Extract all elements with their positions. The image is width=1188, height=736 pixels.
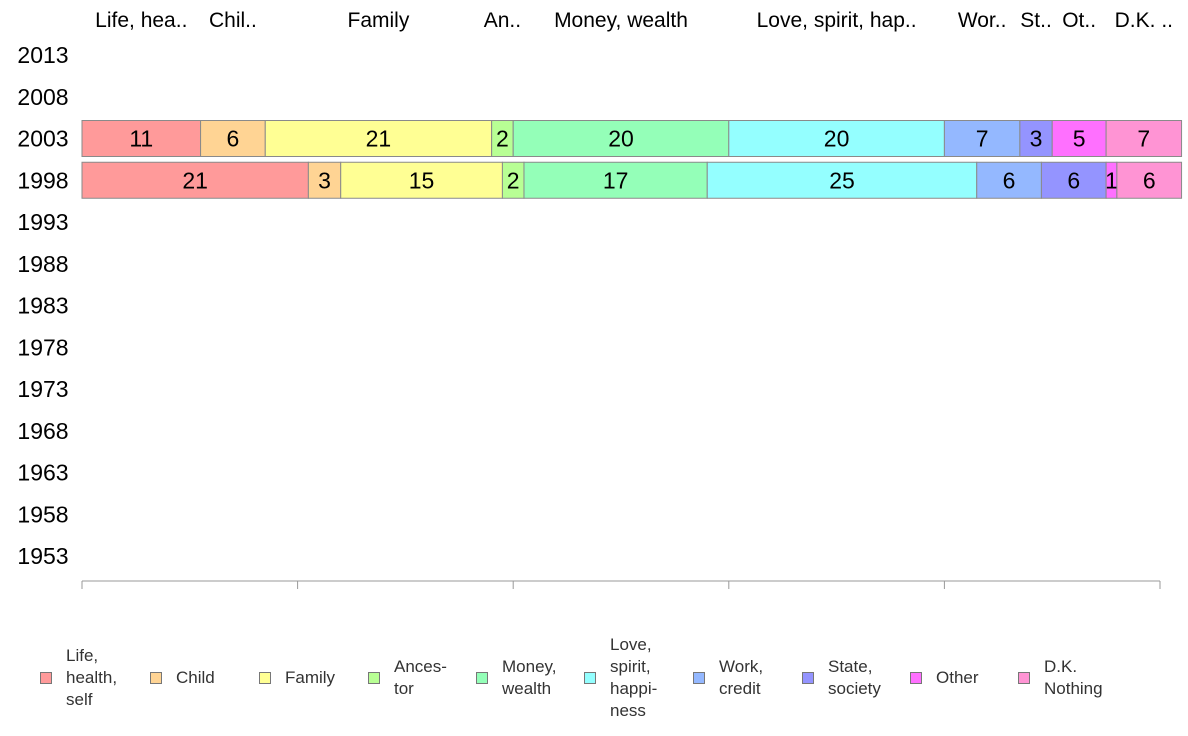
legend-item: Life, health, self	[40, 628, 117, 728]
data-label: 3	[1030, 126, 1043, 152]
y-tick-label: 1968	[17, 418, 68, 444]
y-tick-label: 1998	[17, 167, 68, 193]
top-category-label: Chil..	[209, 9, 257, 32]
data-label: 25	[829, 167, 855, 193]
top-category-label: An..	[484, 9, 521, 32]
y-tick-label: 1983	[17, 293, 68, 319]
data-label: 3	[318, 167, 331, 193]
bar-segment	[81, 161, 309, 199]
legend-item: D.K. Nothing	[1018, 628, 1103, 728]
data-label: 7	[976, 126, 989, 152]
bar-segment	[81, 120, 202, 157]
data-label: 6	[1067, 167, 1080, 193]
top-category-label: Life, hea..	[95, 9, 187, 32]
data-label: 21	[366, 126, 392, 152]
data-label: 20	[608, 126, 634, 152]
legend-label: Work, credit	[719, 657, 764, 698]
data-label: 2	[496, 126, 509, 152]
y-tick-label: 2003	[17, 126, 68, 152]
bar-segment	[512, 120, 730, 157]
bar-segment	[200, 120, 266, 157]
data-label: 2	[507, 167, 520, 193]
legend-label: Love, spirit, happi- ness	[610, 635, 658, 720]
bar-segment	[728, 120, 945, 157]
data-label: 5	[1073, 126, 1086, 152]
data-label: 15	[409, 167, 435, 193]
y-tick-label: 2013	[17, 42, 68, 68]
x-tick-label: 80	[934, 598, 954, 600]
legend-swatch	[476, 672, 488, 684]
bar-segment	[307, 161, 342, 199]
bar-segment	[340, 161, 503, 199]
chart-svg: Life, hea.. Chil.. Family An.. Money, wealth…	[17, 9, 1183, 618]
bar-segment	[706, 161, 978, 199]
x-tick-label: 0	[77, 598, 87, 600]
legend-label: Life, health, self	[66, 646, 118, 709]
bar-segment	[523, 161, 708, 199]
data-label: 7	[1137, 126, 1150, 152]
legend-item: Child	[150, 628, 215, 728]
legend-label: D.K. Nothing	[1044, 657, 1103, 698]
legend-swatch	[693, 672, 705, 684]
legend-swatch	[150, 672, 162, 684]
bar-segment	[1051, 120, 1107, 157]
x-tick-label: 100	[1145, 598, 1175, 600]
x-tick-label: 40	[503, 598, 523, 600]
y-tick-label: 1958	[17, 501, 68, 527]
data-label: 21	[182, 167, 208, 193]
x-tick-label: 20	[288, 598, 308, 600]
legend-label: Family	[285, 668, 336, 687]
data-label: 6	[1143, 167, 1156, 193]
y-tick-label: 1953	[17, 543, 68, 569]
data-label: 17	[603, 167, 629, 193]
legend-label: Child	[176, 668, 215, 687]
legend-label: Other	[936, 668, 979, 687]
bar-segment	[1116, 161, 1183, 199]
top-category-label: D.K. ..	[1115, 9, 1173, 32]
top-category-label: Ot..	[1062, 9, 1096, 32]
legend-item: Ances- tor	[368, 628, 447, 728]
top-category-label: Money, wealth	[554, 9, 688, 32]
legend: Life, health, self Child Family Ances- tor M…	[0, 628, 1188, 728]
legend-item: Family	[259, 628, 335, 728]
y-tick-label: 1993	[17, 209, 68, 235]
legend-item: Love, spirit, happi- ness	[584, 628, 657, 728]
y-tick-label: 2008	[17, 84, 68, 110]
bar-segment	[943, 120, 1021, 157]
legend-label: State, society	[828, 657, 881, 698]
legend-swatch	[1018, 672, 1030, 684]
top-category-label: Love, spirit, hap..	[757, 9, 917, 32]
y-tick-label: 1988	[17, 251, 68, 277]
legend-swatch	[368, 672, 380, 684]
bar-segment	[1105, 120, 1183, 157]
top-category-label: St..	[1020, 9, 1052, 32]
data-label: 11	[129, 126, 153, 152]
y-tick-label: 1973	[17, 376, 68, 402]
legend-swatch	[802, 672, 814, 684]
data-label: 6	[227, 126, 240, 152]
data-label: 6	[1003, 167, 1016, 193]
top-category-label: Wor..	[958, 9, 1007, 32]
legend-item: Work, credit	[693, 628, 763, 728]
legend-item: State, society	[802, 628, 881, 728]
data-label: 1	[1105, 167, 1118, 193]
bar-segment	[264, 120, 493, 157]
legend-item: Money, wealth	[476, 628, 557, 728]
legend-swatch	[584, 672, 596, 684]
legend-swatch	[40, 672, 52, 684]
legend-swatch	[259, 672, 271, 684]
legend-label: Money, wealth	[502, 657, 557, 698]
top-category-label: Family	[348, 9, 410, 32]
legend-swatch	[910, 672, 922, 684]
legend-label: Ances- tor	[394, 657, 447, 698]
legend-item: Other	[910, 628, 979, 728]
y-tick-label: 1978	[17, 334, 68, 360]
data-label: 20	[824, 126, 850, 152]
y-tick-label: 1963	[17, 460, 68, 486]
x-tick-label: 60	[719, 598, 739, 600]
